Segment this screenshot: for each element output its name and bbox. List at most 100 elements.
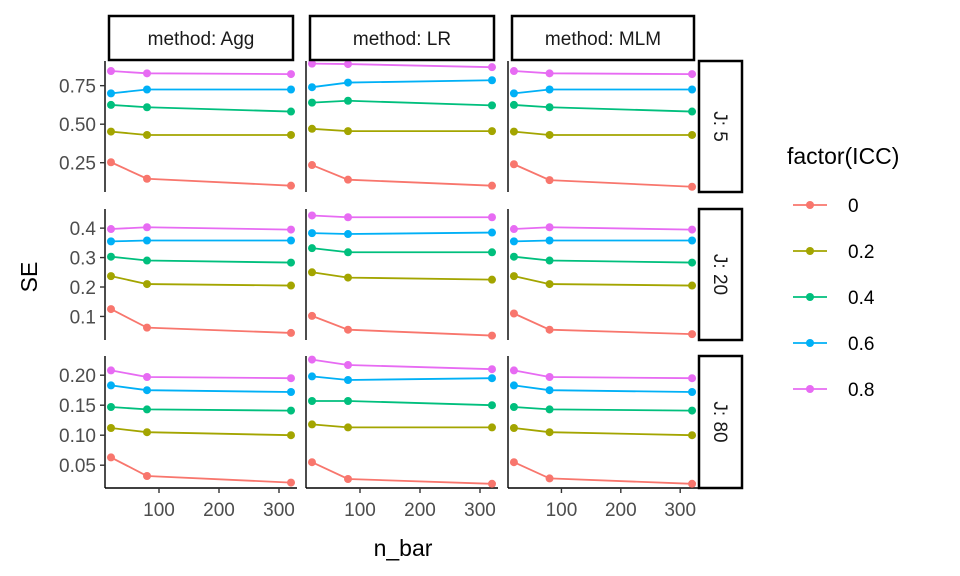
data-point-icc-0.2 (287, 130, 295, 139)
panel: 0.1 0.2 0.3 0.4 (70, 209, 295, 340)
y-tick-label: 0.1 (70, 307, 96, 328)
data-point-icc-0.4 (287, 258, 295, 267)
series-line-icc-0.6 (311, 231, 493, 235)
series-line-icc-0.6 (110, 88, 291, 95)
data-point-icc-0.2 (143, 428, 151, 437)
data-point-icc-0.2 (287, 281, 295, 290)
facet-strip-column: method: MLM (510, 14, 696, 62)
data-point-icc-0.8 (143, 69, 151, 78)
data-point-icc-0.8 (688, 225, 697, 234)
data-point-icc-0 (143, 472, 151, 480)
series-line-icc-0 (311, 164, 493, 187)
data-point-icc-0.4 (344, 248, 352, 257)
data-point-icc-0.2 (287, 431, 295, 440)
data-point-icc-0.4 (287, 406, 295, 415)
data-point-icc-0.6 (509, 89, 518, 98)
data-point-icc-0.2 (308, 420, 316, 429)
series-line-icc-0.8 (513, 369, 693, 380)
data-point-icc-0.2 (488, 275, 496, 284)
y-tick-label: 0.15 (59, 396, 96, 417)
data-point-icc-0 (287, 181, 295, 190)
panel (507, 209, 697, 340)
series-line-icc-0.8 (110, 369, 292, 380)
facet-strip-column: method: Agg (107, 14, 295, 62)
data-point-icc-0.6 (344, 376, 352, 384)
data-point-icc-0.6 (107, 381, 115, 390)
strip-label: method: Agg (148, 29, 255, 50)
series-line-icc-0.8 (311, 62, 493, 69)
data-point-icc-0 (344, 175, 352, 184)
data-point-icc-0.6 (308, 372, 316, 381)
data-point-icc-0.6 (545, 386, 554, 395)
data-point-icc-0.6 (488, 374, 496, 383)
legend-key-point (806, 385, 814, 393)
data-point-icc-0.4 (308, 397, 316, 405)
y-tick-label: 0.3 (70, 249, 96, 270)
data-point-icc-0.4 (488, 248, 496, 257)
panel: 100 200 300 (507, 356, 698, 521)
data-point-icc-0.8 (107, 366, 115, 375)
y-tick-label: 0.2 (70, 278, 96, 299)
data-point-icc-0.8 (509, 225, 518, 234)
series-line-icc-0.8 (110, 226, 292, 231)
y-tick-label: 0.10 (59, 426, 96, 447)
legend: factor(ICC) 0 0.2 0.4 0.6 0.8 (787, 143, 899, 401)
data-point-icc-0.6 (143, 236, 151, 245)
panel: 100 200 300 (305, 355, 498, 521)
data-point-icc-0.6 (488, 76, 496, 85)
data-point-icc-0.6 (143, 386, 151, 395)
series-line-icc-0.6 (311, 79, 493, 89)
series-line-icc-0 (513, 312, 693, 336)
data-point-icc-0.8 (308, 355, 316, 364)
series-line-icc-0.2 (513, 275, 693, 287)
data-point-icc-0.8 (287, 70, 295, 79)
data-point-icc-0.6 (107, 237, 115, 246)
data-point-icc-0.8 (287, 374, 295, 383)
data-point-icc-0.2 (107, 127, 115, 136)
series-line-icc-0.4 (311, 99, 493, 107)
data-point-icc-0.2 (509, 272, 518, 281)
strip-box (697, 207, 744, 342)
data-point-icc-0.8 (107, 67, 115, 76)
data-point-icc-0 (308, 161, 316, 170)
strip-box (697, 59, 744, 194)
data-point-icc-0.8 (344, 60, 352, 69)
data-point-icc-0 (488, 181, 496, 190)
y-tick-label: 0.50 (59, 115, 96, 136)
data-point-icc-0.4 (688, 258, 697, 267)
legend-entry: 0.8 (793, 380, 874, 401)
series-line-icc-0.6 (311, 375, 493, 381)
data-point-icc-0.8 (308, 211, 316, 220)
data-point-icc-0.2 (107, 424, 115, 432)
y-tick-label: 0.05 (59, 456, 96, 477)
data-point-icc-0 (488, 479, 496, 488)
legend-entry: 0.6 (793, 334, 874, 355)
series-line-icc-0 (513, 461, 693, 485)
data-point-icc-0 (509, 458, 518, 467)
data-point-icc-0.4 (688, 107, 697, 116)
data-point-icc-0.2 (688, 130, 697, 139)
series-line-icc-0.6 (110, 239, 291, 243)
data-point-icc-0 (509, 160, 518, 169)
data-point-icc-0 (107, 305, 115, 314)
data-point-icc-0.6 (344, 230, 352, 239)
series-line-icc-0.6 (513, 239, 693, 243)
legend-key-point (806, 339, 814, 347)
x-tick-label: 200 (404, 500, 436, 521)
data-point-icc-0.8 (143, 373, 151, 381)
legend-label: 0.4 (848, 288, 875, 309)
data-point-icc-0 (509, 309, 518, 318)
data-point-icc-0.2 (308, 124, 316, 133)
data-point-icc-0.8 (545, 69, 554, 78)
data-point-icc-0.4 (488, 401, 496, 410)
data-point-icc-0 (107, 158, 115, 167)
x-axis-title: n_bar (374, 535, 433, 561)
legend-title: factor(ICC) (787, 143, 899, 169)
data-point-icc-0.2 (545, 280, 554, 289)
strip-label: J: 5 (709, 111, 730, 142)
series-line-icc-0 (311, 461, 493, 485)
data-point-icc-0.2 (344, 423, 352, 432)
data-point-icc-0 (308, 311, 316, 320)
series-line-icc-0.4 (513, 406, 693, 412)
y-axis-title: SE (16, 262, 42, 293)
